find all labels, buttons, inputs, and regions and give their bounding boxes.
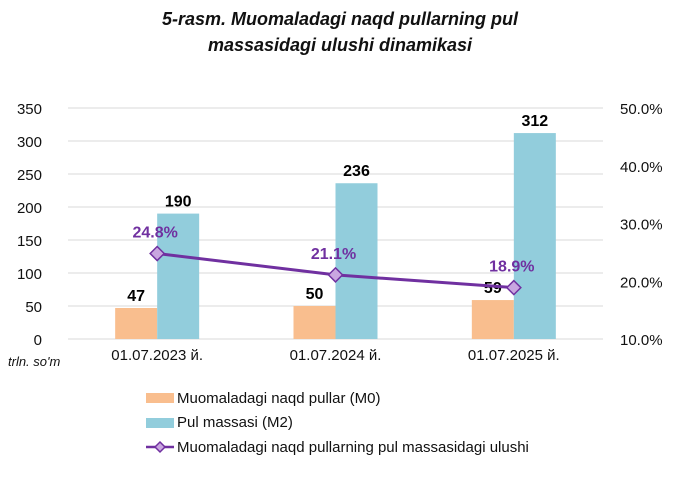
y-tick-label: 50 <box>25 299 42 316</box>
y2-tick-label: 20.0% <box>620 274 663 291</box>
legend: Muomaladagi naqd pullar (M0) Pul massasi… <box>146 386 529 460</box>
y-tick-label: 350 <box>17 101 42 118</box>
legend-label-share: Muomaladagi naqd pullarning pul massasid… <box>177 438 529 456</box>
legend-swatch-m0 <box>146 393 174 404</box>
legend-label-m0: Muomaladagi naqd pullar (M0) <box>177 389 381 407</box>
line-data-label: 21.1% <box>311 246 356 263</box>
y2-tick-label: 40.0% <box>620 159 663 176</box>
chart-plot: 0 50 100 150 200 250 300 350 10.0% 20.0% 30.0% 40.0… <box>8 101 663 369</box>
unit-label: trln. so'm <box>8 354 60 369</box>
y-tick-label: 200 <box>17 200 42 217</box>
bar-data-label: 59 <box>484 280 502 297</box>
y-tick-label: 0 <box>34 332 42 349</box>
bar-m2 <box>335 183 378 339</box>
legend-line-diamond-icon <box>146 441 174 454</box>
bar-data-label: 50 <box>306 286 324 303</box>
legend-item-m2: Pul massasi (M2) <box>146 411 529 436</box>
y2-tick-label: 10.0% <box>620 332 663 349</box>
legend-item-m0: Muomaladagi naqd pullar (M0) <box>146 386 529 411</box>
line-marker-diamond <box>149 245 166 262</box>
line-marker-diamond <box>505 279 522 296</box>
y-tick-label: 100 <box>17 266 42 283</box>
y-tick-label: 150 <box>17 233 42 250</box>
y-tick-label: 300 <box>17 134 42 151</box>
y-tick-label: 250 <box>17 167 42 184</box>
bar-data-label: 312 <box>521 113 548 130</box>
bar-data-label: 190 <box>165 194 192 211</box>
line-marker-diamond <box>327 266 344 283</box>
x-tick-label: 01.07.2023 й. <box>111 347 203 364</box>
legend-swatch-m2 <box>146 417 174 428</box>
chart-title: 5-rasm. Muomaladagi naqd pullarning pul … <box>161 9 519 55</box>
line-data-label: 18.9% <box>489 259 534 276</box>
bar-m2 <box>157 213 200 339</box>
y2-tick-label: 50.0% <box>620 101 663 118</box>
y2-tick-label: 30.0% <box>620 217 663 234</box>
bar-m0 <box>115 307 158 339</box>
bar-data-label: 236 <box>343 163 370 180</box>
bar-data-label: 47 <box>127 288 145 305</box>
line-data-label: 24.8% <box>132 225 177 242</box>
x-tick-label: 01.07.2024 й. <box>290 347 382 364</box>
legend-label-m2: Pul massasi (M2) <box>177 414 293 432</box>
legend-item-share: Muomaladagi naqd pullarning pul massasid… <box>146 435 529 460</box>
x-tick-label: 01.07.2025 й. <box>468 347 560 364</box>
bar-m2 <box>513 133 556 339</box>
bar-m0 <box>471 300 514 339</box>
bar-m0 <box>293 306 336 339</box>
